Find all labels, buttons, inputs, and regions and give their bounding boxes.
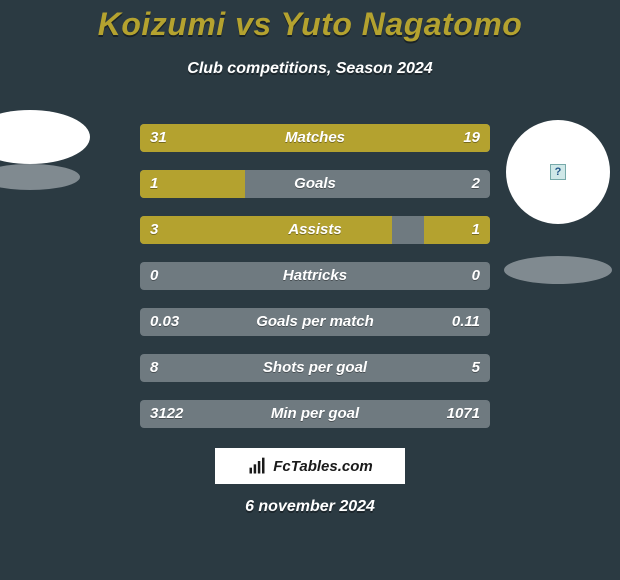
avatar-head-right: ? <box>506 120 610 224</box>
comparison-infographic: Koizumi vs Yuto Nagatomo Club competitio… <box>0 0 620 580</box>
stat-value-right: 1071 <box>447 400 480 428</box>
stat-value-right: 0 <box>472 262 480 290</box>
avatar-head-left <box>0 110 90 164</box>
player-left-avatar <box>0 110 90 164</box>
stat-row: 0.03Goals per match0.11 <box>140 308 490 336</box>
stat-value-right: 5 <box>472 354 480 382</box>
stat-value-right: 1 <box>472 216 480 244</box>
stat-label: Assists <box>140 216 490 244</box>
date-footer: 6 november 2024 <box>0 498 620 516</box>
stat-label: Hattricks <box>140 262 490 290</box>
stat-label: Goals per match <box>140 308 490 336</box>
stat-label: Goals <box>140 170 490 198</box>
page-subtitle: Club competitions, Season 2024 <box>0 60 620 78</box>
stat-label: Shots per goal <box>140 354 490 382</box>
brand-text: FcTables.com <box>273 458 372 475</box>
stat-row: 1Goals2 <box>140 170 490 198</box>
stat-label: Min per goal <box>140 400 490 428</box>
stat-row: 3Assists1 <box>140 216 490 244</box>
stat-value-right: 2 <box>472 170 480 198</box>
stat-value-right: 0.11 <box>452 308 480 336</box>
stat-label: Matches <box>140 124 490 152</box>
avatar-shadow-left <box>0 164 80 190</box>
stat-row: 8Shots per goal5 <box>140 354 490 382</box>
stat-row: 0Hattricks0 <box>140 262 490 290</box>
page-title: Koizumi vs Yuto Nagatomo <box>0 6 620 43</box>
player-right-avatar: ? <box>506 120 610 224</box>
image-placeholder-icon: ? <box>550 164 566 180</box>
chart-icon <box>247 456 267 476</box>
stat-row: 3122Min per goal1071 <box>140 400 490 428</box>
stat-row: 31Matches19 <box>140 124 490 152</box>
stat-value-right: 19 <box>463 124 480 152</box>
avatar-shadow-right <box>504 256 612 284</box>
brand-badge: FcTables.com <box>215 448 405 484</box>
stats-bars: 31Matches191Goals23Assists10Hattricks00.… <box>140 124 490 446</box>
